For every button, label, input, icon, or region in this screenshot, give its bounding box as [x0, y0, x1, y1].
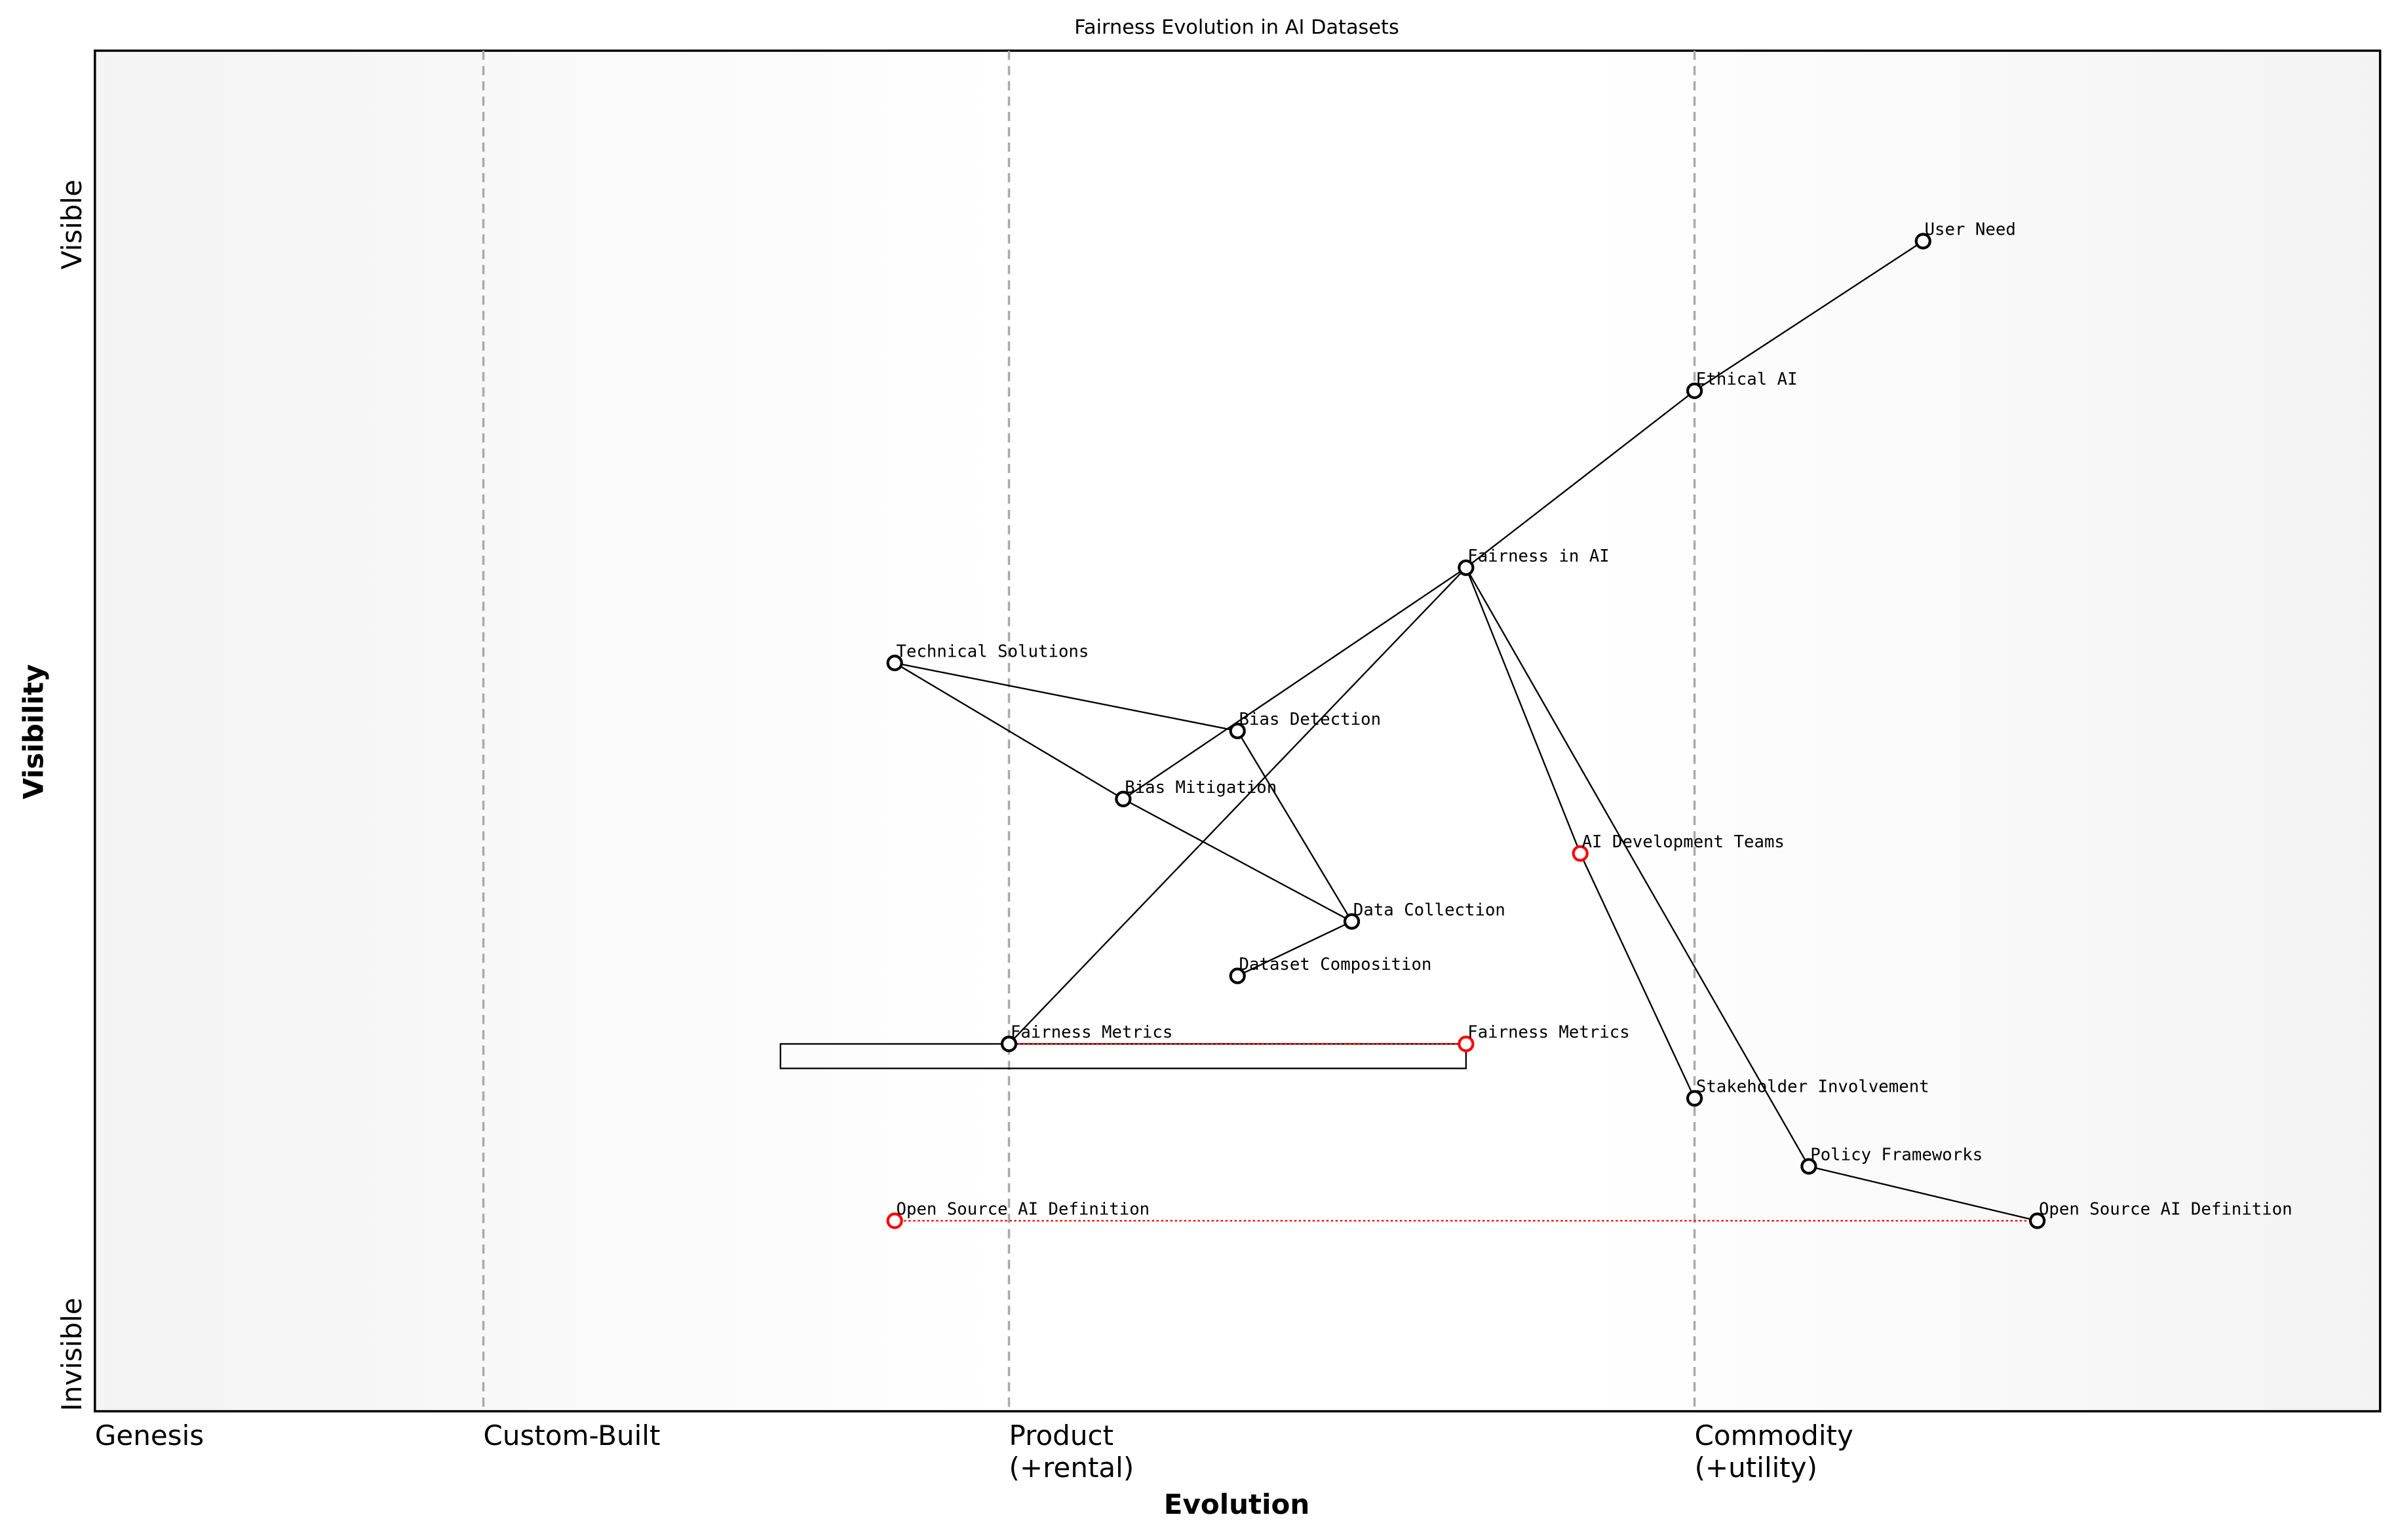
- node-label: Bias Mitigation: [1125, 778, 1277, 798]
- node: [1458, 559, 1475, 576]
- link: [894, 662, 1124, 800]
- node-label: Fairness Metrics: [1467, 1023, 1629, 1043]
- stage-label: Custom-Built: [484, 1419, 661, 1452]
- node-label: Fairness Metrics: [1011, 1023, 1172, 1043]
- node: [1458, 1035, 1475, 1052]
- y-end-high: Visible: [56, 180, 88, 269]
- node: [2029, 1212, 2046, 1229]
- stage-label: (+rental): [1009, 1452, 1134, 1484]
- node: [1686, 382, 1703, 400]
- x-label: Evolution: [1164, 1488, 1310, 1520]
- node-label: Data Collection: [1353, 900, 1505, 920]
- pipeline: [779, 1043, 1467, 1069]
- link: [1694, 241, 1924, 392]
- link: [894, 662, 1238, 732]
- node: [1686, 1090, 1703, 1107]
- node-label: Technical Solutions: [897, 642, 1089, 661]
- link: [1465, 567, 1581, 854]
- link: [1808, 1165, 2038, 1222]
- link: [1123, 798, 1353, 923]
- link: [1123, 567, 1467, 800]
- node: [1800, 1158, 1817, 1175]
- y-end-low: Invisible: [56, 1298, 88, 1411]
- node: [1229, 722, 1246, 740]
- node: [1914, 233, 1931, 250]
- node-label: User Need: [1925, 220, 2016, 240]
- node: [1572, 845, 1589, 862]
- node-label: Open Source AI Definition: [897, 1200, 1150, 1220]
- link: [1579, 853, 1695, 1099]
- link: [1237, 730, 1353, 922]
- link: [1237, 921, 1353, 977]
- stage-label: Genesis: [95, 1419, 204, 1452]
- node-label: Policy Frameworks: [1810, 1145, 1983, 1165]
- node-label: Ethical AI: [1696, 370, 1798, 389]
- title: Fairness Evolution in AI Datasets: [1074, 16, 1399, 39]
- node-label: AI Development Teams: [1582, 832, 1785, 852]
- y-label: Visibility: [17, 664, 49, 799]
- node-label: Bias Detection: [1239, 710, 1382, 729]
- stage-label: (+utility): [1695, 1452, 1817, 1484]
- node-label: Open Source AI Definition: [2039, 1200, 2293, 1220]
- node-label: Dataset Composition: [1239, 955, 1432, 974]
- stage-label: Commodity: [1695, 1419, 1853, 1452]
- node: [1115, 790, 1132, 807]
- link: [1465, 567, 1810, 1167]
- node-label: Fairness in AI: [1467, 547, 1610, 566]
- node: [1000, 1035, 1018, 1052]
- node: [886, 655, 903, 672]
- node: [1229, 967, 1246, 984]
- link: [1465, 390, 1695, 569]
- stage-label: Product: [1009, 1419, 1114, 1452]
- node-label: Stakeholder Involvement: [1696, 1077, 1929, 1097]
- node: [1343, 913, 1361, 930]
- link: [1008, 567, 1467, 1045]
- node: [886, 1212, 903, 1229]
